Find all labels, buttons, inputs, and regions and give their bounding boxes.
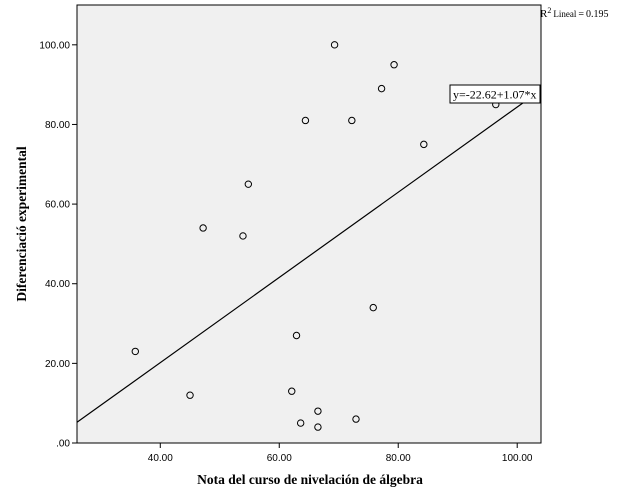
x-tick-label: 40.00 — [148, 453, 173, 464]
x-tick-label: 60.00 — [267, 453, 292, 464]
fit-equation-box: y=-22.62+1.07*x — [449, 84, 541, 104]
x-tick-label: 100.00 — [502, 453, 533, 464]
data-point — [348, 116, 356, 125]
data-point — [390, 61, 398, 69]
data-point — [352, 415, 360, 423]
y-tick-label: 100.00 — [39, 40, 70, 51]
x-axis-title: Nota del curso de nivelación de álgebra — [197, 472, 423, 487]
y-axis-title: Diferenciació experimental — [14, 146, 29, 302]
y-tick-label: 20.00 — [45, 359, 70, 370]
r2-label: R2 Lineal = 0.195 — [540, 6, 608, 20]
data-point — [244, 180, 253, 188]
data-point — [292, 331, 301, 340]
data-point — [131, 347, 139, 356]
plot-area — [76, 4, 542, 444]
data-point — [369, 303, 377, 312]
data-point — [186, 391, 194, 399]
data-point — [288, 387, 296, 395]
y-tick-label: 40.00 — [45, 279, 70, 290]
data-point — [199, 224, 207, 232]
fit-line — [76, 89, 542, 423]
x-tick-label: 80.00 — [386, 453, 411, 464]
y-tick-label: .00 — [56, 439, 70, 450]
fit-equation-label: y=-22.62+1.07*x — [453, 88, 537, 102]
data-point — [377, 84, 386, 93]
y-tick-label: 80.00 — [45, 120, 70, 131]
data-point — [314, 407, 322, 415]
y-tick-label: 60.00 — [45, 200, 70, 211]
data-point — [296, 419, 305, 427]
data-point — [301, 116, 310, 125]
data-point — [330, 41, 339, 49]
data-point — [420, 140, 428, 149]
data-point — [314, 423, 322, 431]
data-point — [239, 232, 247, 240]
